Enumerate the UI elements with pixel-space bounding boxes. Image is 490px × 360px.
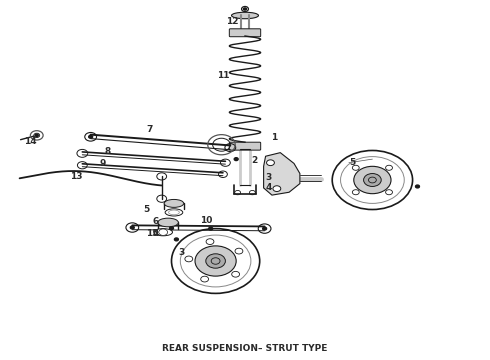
Circle shape (130, 226, 134, 229)
Circle shape (195, 246, 236, 276)
Text: 4: 4 (265, 184, 272, 192)
Circle shape (35, 134, 38, 136)
Text: 9: 9 (99, 159, 106, 168)
Circle shape (170, 227, 173, 230)
Circle shape (244, 8, 246, 10)
Ellipse shape (164, 199, 184, 207)
Polygon shape (264, 153, 300, 195)
Text: 3: 3 (266, 173, 271, 181)
Ellipse shape (169, 210, 179, 215)
Circle shape (273, 186, 281, 192)
Circle shape (34, 133, 40, 138)
Text: 7: 7 (146, 125, 153, 134)
Text: 4: 4 (152, 230, 159, 239)
Ellipse shape (165, 209, 183, 216)
Text: 12: 12 (226, 17, 239, 26)
Circle shape (206, 254, 225, 268)
Ellipse shape (154, 229, 172, 236)
Circle shape (267, 160, 274, 166)
Circle shape (416, 185, 419, 188)
Text: 10: 10 (199, 216, 212, 225)
Text: 15: 15 (146, 229, 158, 238)
Ellipse shape (232, 12, 259, 19)
Ellipse shape (158, 218, 178, 227)
Circle shape (159, 229, 168, 235)
Text: 3: 3 (178, 248, 184, 257)
Circle shape (263, 227, 267, 230)
Circle shape (364, 174, 381, 186)
Text: 11: 11 (217, 71, 229, 80)
Text: 14: 14 (24, 136, 37, 145)
Text: 5: 5 (350, 158, 356, 167)
Text: 5: 5 (143, 205, 149, 214)
Circle shape (234, 158, 238, 161)
Text: REAR SUSPENSION– STRUT TYPE: REAR SUSPENSION– STRUT TYPE (162, 344, 328, 353)
Text: 2: 2 (252, 156, 258, 165)
Circle shape (354, 166, 391, 194)
Text: 13: 13 (70, 172, 82, 181)
Text: 1: 1 (271, 133, 277, 142)
Text: 8: 8 (105, 148, 111, 156)
FancyBboxPatch shape (229, 29, 261, 37)
Text: 6: 6 (153, 217, 159, 226)
FancyBboxPatch shape (229, 142, 261, 150)
Circle shape (174, 238, 178, 241)
Circle shape (89, 135, 93, 138)
Circle shape (209, 227, 213, 230)
